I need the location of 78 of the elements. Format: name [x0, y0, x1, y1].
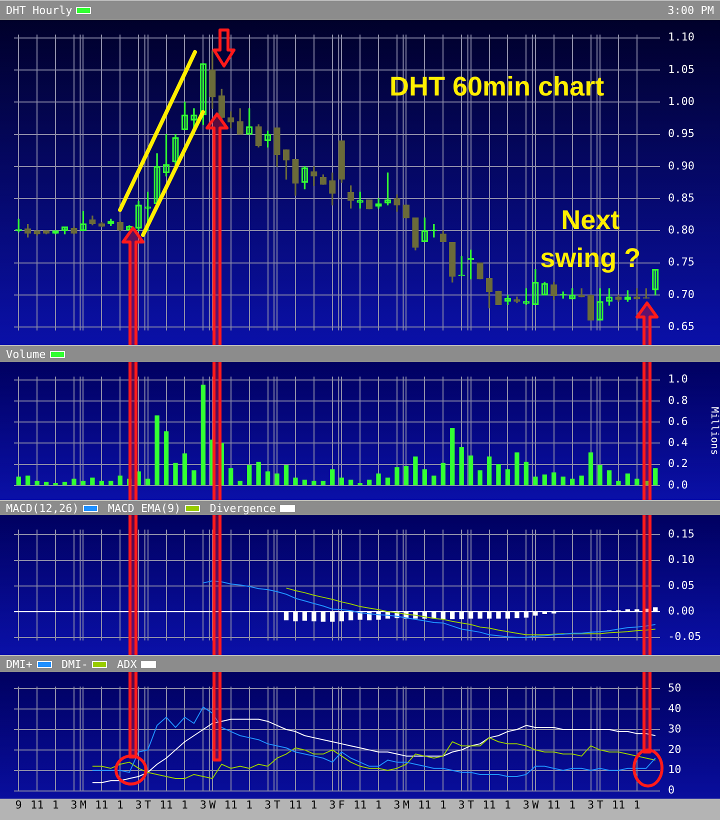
- y-tick-label: 0.65: [668, 320, 694, 334]
- y-tick-label: 1.0: [668, 372, 688, 386]
- annotation: Next swing ?: [540, 204, 641, 273]
- x-tick-label: 3: [458, 798, 465, 812]
- y-tick-label: 1.05: [668, 62, 694, 76]
- x-tick-label: 3: [587, 798, 594, 812]
- x-tick-label: 3: [135, 798, 142, 812]
- x-tick-label: T: [144, 798, 152, 812]
- x-tick-label: 3: [522, 798, 530, 812]
- y-tick-label: 20: [668, 742, 682, 756]
- x-tick-label: 1: [246, 798, 253, 812]
- x-tick-label: T: [274, 798, 281, 812]
- legend-label: DHT Hourly: [6, 4, 72, 17]
- x-tick-label: 1: [310, 798, 318, 812]
- y-tick-label: 0.2: [668, 457, 688, 470]
- y-axis-title: Millions: [708, 406, 720, 456]
- y-tick-label: 0.6: [668, 414, 688, 428]
- x-tick-label: W: [209, 798, 216, 812]
- annotation: DHT 60min chart: [390, 72, 604, 102]
- y-tick-label: 0.4: [668, 436, 688, 450]
- y-tick-label: 30: [668, 722, 682, 736]
- x-tick-label: 11: [547, 798, 560, 812]
- y-tick-label: 0.8: [668, 394, 688, 407]
- x-tick-label: 3: [264, 798, 272, 812]
- x-tick-label: 9: [15, 798, 22, 812]
- x-tick-label: 1: [569, 798, 576, 812]
- legend-label: Divergence: [210, 502, 276, 514]
- y-tick-label: 0.90: [668, 159, 694, 172]
- legend-label: DMI+: [6, 658, 32, 670]
- legend-label: ADX: [117, 658, 137, 670]
- y-tick-label: 0.80: [668, 224, 694, 237]
- x-tick-label: 1: [440, 798, 446, 812]
- x-tick-label: 1: [504, 798, 512, 812]
- legend-label: MACD(12,26): [6, 502, 79, 514]
- y-tick-label: 0.75: [668, 256, 694, 269]
- y-tick-label: 0.95: [668, 127, 694, 140]
- x-tick-label: 1: [375, 798, 382, 812]
- y-tick-label: 1.10: [668, 30, 694, 44]
- y-tick-label: 0.05: [668, 578, 694, 592]
- text: 3:00 PM: [668, 4, 714, 17]
- x-tick-label: 1: [181, 798, 188, 812]
- x-tick-label: 3: [200, 798, 206, 812]
- x-tick-label: 11: [418, 798, 432, 812]
- legend-label: DMI-: [62, 658, 88, 670]
- x-tick-label: 11: [160, 798, 173, 812]
- y-tick-label: 0.85: [668, 191, 694, 204]
- x-tick-label: 3: [394, 798, 400, 812]
- x-tick-label: W: [532, 798, 540, 812]
- y-tick-label: 50: [668, 682, 682, 695]
- x-tick-label: 1: [52, 798, 59, 812]
- y-tick-label: 0.15: [668, 528, 694, 541]
- y-tick-label: 40: [668, 702, 682, 715]
- y-tick-label: 1.00: [668, 94, 694, 108]
- x-tick-label: 1: [634, 798, 640, 812]
- x-tick-label: T: [468, 798, 474, 812]
- x-tick-label: F: [338, 798, 345, 812]
- x-tick-label: M: [402, 798, 410, 812]
- y-tick-label: 10: [668, 763, 682, 776]
- y-tick-label: 0.70: [668, 288, 694, 301]
- legend-label: MACD EMA(9): [108, 502, 181, 514]
- x-tick-label: 11: [612, 798, 626, 812]
- x-tick-label: M: [80, 798, 87, 812]
- y-tick-label: 0.00: [668, 604, 694, 618]
- y-tick-label: -0.05: [668, 630, 702, 644]
- x-tick-label: T: [596, 798, 604, 812]
- x-tick-label: 11: [288, 798, 302, 812]
- y-tick-label: 0: [668, 784, 675, 797]
- y-tick-label: 0.0: [668, 478, 688, 492]
- x-tick-label: 1: [116, 798, 124, 812]
- x-tick-label: 11: [95, 798, 108, 812]
- legend-label: Volume: [6, 348, 46, 360]
- x-tick-label: 11: [30, 798, 44, 812]
- x-tick-label: 11: [353, 798, 367, 812]
- x-tick-label: 3: [70, 798, 78, 812]
- x-tick-label: 3: [329, 798, 336, 812]
- x-tick-label: 11: [482, 798, 496, 812]
- x-tick-label: 11: [224, 798, 238, 812]
- y-tick-label: 0.10: [668, 553, 694, 566]
